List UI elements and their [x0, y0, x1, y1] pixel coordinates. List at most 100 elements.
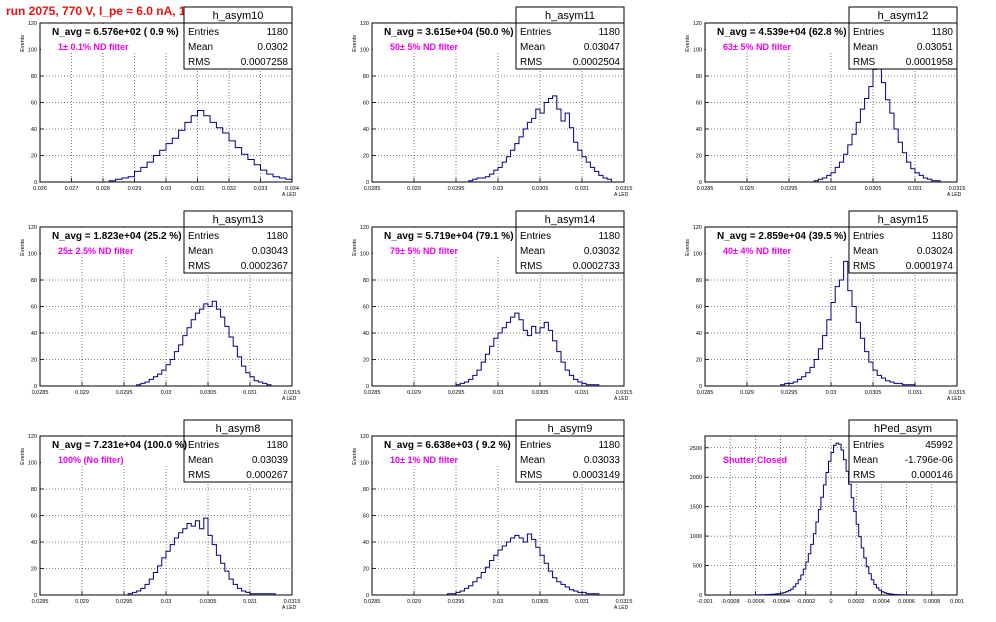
y-tick-label: 20: [31, 358, 37, 364]
x-tick-label: 0.0305: [532, 390, 549, 396]
stats-value: 0.0003149: [573, 470, 621, 481]
x-axis-label: A LED: [947, 192, 962, 198]
y-tick-label: 20: [363, 567, 369, 573]
x-tick-label: 0.03: [161, 599, 172, 605]
stats-label: Mean: [853, 455, 878, 466]
y-tick-label: 100: [360, 48, 369, 54]
y-tick-label: 120: [28, 225, 37, 231]
y-tick-label: 120: [693, 21, 702, 27]
x-tick-label: 0: [829, 599, 832, 605]
y-tick-label: 80: [363, 487, 369, 493]
stats-label: Entries: [520, 440, 551, 451]
stats-label: Entries: [188, 440, 219, 451]
x-tick-label: 0.027: [65, 186, 79, 192]
histogram-line: [108, 110, 293, 182]
filter-annotation: 63± 5% ND filter: [723, 42, 791, 52]
stats-value: 1180: [931, 231, 953, 242]
y-tick-label: 100: [360, 252, 369, 258]
x-tick-label: 0.031: [575, 186, 589, 192]
stats-value: 0.03024: [917, 246, 954, 257]
y-tick-label: 120: [360, 225, 369, 231]
stats-value: 0.0001974: [906, 261, 954, 272]
stats-value: 1180: [266, 27, 288, 38]
histogram-panel-h_asym13: 0.0285 0.029 0.0295 0.03 0.0305 0.031 0.0315 0 2…: [20, 210, 300, 402]
x-tick-label: 0.0315: [616, 599, 633, 605]
x-tick-label: 0.0285: [364, 390, 381, 396]
navg-text: N_avg = 3.615e+04 (50.0 %): [384, 27, 514, 38]
y-tick-label: 120: [360, 21, 369, 27]
stats-title: h_asym14: [545, 214, 596, 226]
filter-annotation: 40± 4% ND filter: [723, 246, 791, 256]
navg-text: N_avg = 6.576e+02 ( 0.9 %): [52, 27, 179, 38]
y-tick-label: 2000: [690, 475, 702, 481]
y-axis-label: Events: [352, 35, 358, 52]
x-tick-label: 0.0295: [448, 186, 465, 192]
stats-value: 1180: [598, 231, 620, 242]
stats-title: hPed_asym: [874, 423, 932, 435]
x-tick-label: 0.0305: [532, 186, 549, 192]
navg-box: [706, 24, 848, 53]
x-axis-label: A LED: [282, 192, 297, 198]
x-tick-label: 0.0305: [865, 390, 882, 396]
x-axis-label: A LED: [947, 396, 962, 402]
histogram-panel-hPed_asym: -0.001 -0.0008 -0.0006 -0.0004 -0.0002 0 0.000…: [690, 419, 964, 605]
stats-value: 0.0002733: [573, 261, 621, 272]
x-tick-label: 0.0285: [364, 599, 381, 605]
y-tick-label: 20: [31, 567, 37, 573]
histogram-line: [813, 62, 941, 182]
x-tick-label: 0.03: [826, 390, 837, 396]
x-tick-label: 0.0285: [697, 390, 714, 396]
x-tick-label: 0.031: [575, 390, 589, 396]
stats-label: Mean: [853, 246, 878, 257]
y-axis-label: Events: [352, 239, 358, 256]
x-tick-label: 0.031: [575, 599, 589, 605]
y-tick-label: 60: [363, 305, 369, 311]
y-tick-label: 0: [699, 384, 702, 390]
x-axis-label: A LED: [282, 396, 297, 402]
y-axis-label: Events: [685, 35, 691, 52]
stats-title: h_asym15: [878, 214, 929, 226]
y-tick-label: 0: [366, 593, 369, 599]
x-tick-label: 0.0004: [873, 599, 890, 605]
y-tick-label: 2500: [690, 446, 702, 452]
stats-value: 45992: [925, 440, 953, 451]
stats-value: 0.0002504: [573, 57, 621, 68]
stats-box: [848, 226, 958, 274]
x-tick-label: 0.029: [740, 186, 754, 192]
filter-annotation: 79± 5% ND filter: [390, 246, 458, 256]
stats-label: RMS: [853, 57, 876, 68]
filter-annotation: 25± 2.5% ND filter: [58, 246, 134, 256]
x-tick-label: 0.029: [75, 390, 89, 396]
stats-box: [515, 435, 625, 483]
stats-title: h_asym11: [545, 10, 595, 22]
x-tick-label: 0.0002: [848, 599, 865, 605]
x-tick-label: 0.0285: [364, 186, 381, 192]
stats-box: [515, 226, 625, 274]
stats-label: RMS: [853, 261, 876, 272]
stats-value: 0.000267: [246, 470, 288, 481]
navg-text: N_avg = 4.539e+04 (62.8 %): [717, 27, 847, 38]
stats-label: Entries: [853, 440, 884, 451]
stats-label: Mean: [520, 455, 545, 466]
y-tick-label: 100: [360, 461, 369, 467]
x-tick-label: 0.03: [161, 390, 172, 396]
y-tick-label: 0: [34, 593, 37, 599]
y-axis-label: Events: [352, 448, 358, 465]
y-tick-label: 40: [363, 127, 369, 133]
stats-box: [848, 435, 958, 483]
page-title: run 2075, 770 V, I_pe ≈ 6.0 nA, 120 Hz: [6, 4, 217, 18]
y-tick-label: 40: [696, 127, 702, 133]
navg-text: N_avg = 1.823e+04 (25.2 %): [52, 231, 182, 242]
y-tick-label: 80: [696, 74, 702, 80]
stats-value: 1180: [266, 440, 288, 451]
x-tick-label: 0.029: [128, 186, 142, 192]
stats-label: RMS: [188, 57, 211, 68]
stats-label: Mean: [188, 42, 213, 53]
y-tick-label: 20: [363, 358, 369, 364]
y-tick-label: 60: [696, 305, 702, 311]
stats-box: [515, 22, 625, 70]
x-tick-label: 0.0008: [923, 599, 940, 605]
x-tick-label: 0.0285: [697, 186, 714, 192]
x-tick-label: 0.031: [243, 390, 257, 396]
